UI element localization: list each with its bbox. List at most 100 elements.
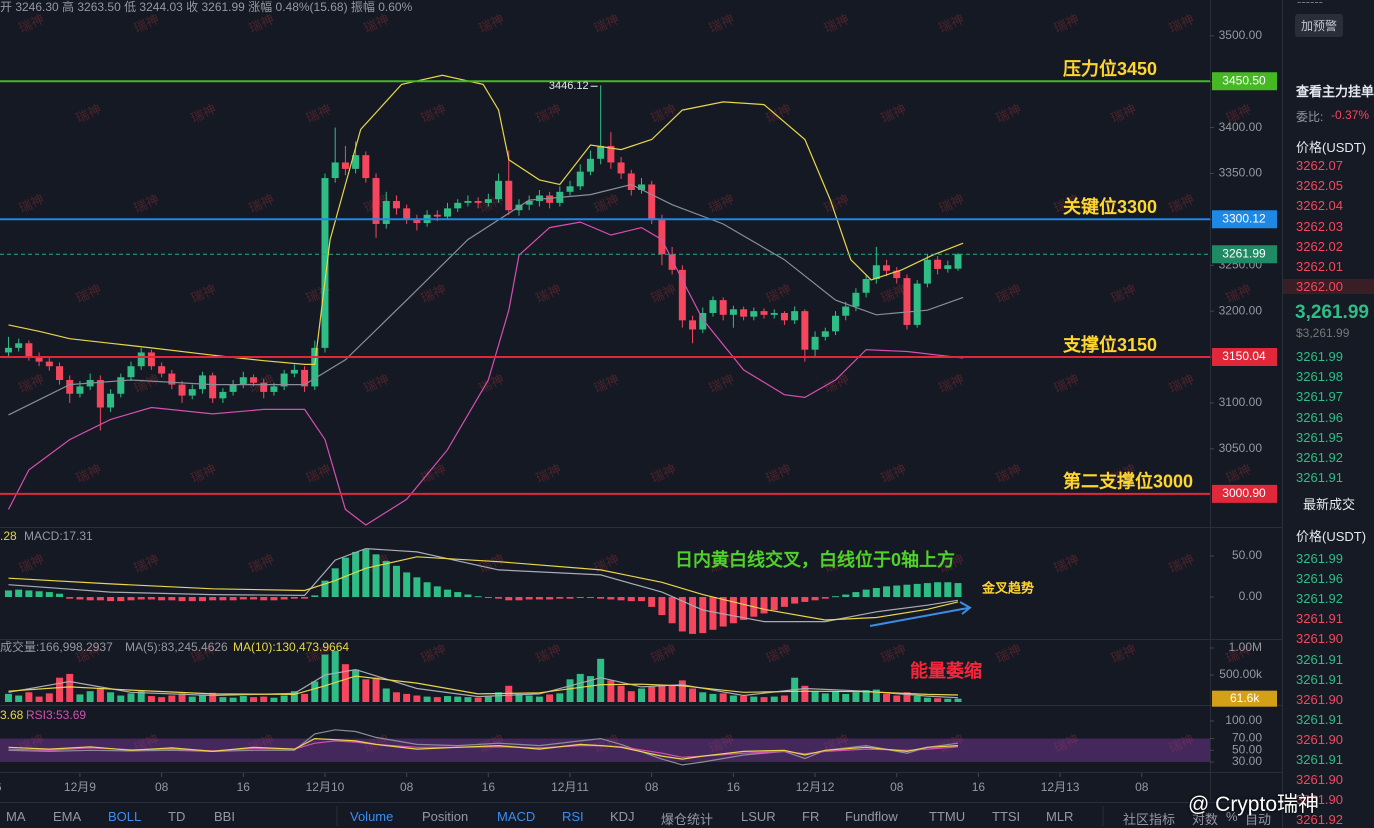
candle-body	[546, 195, 554, 203]
candle-body	[689, 320, 697, 330]
candle-body	[454, 202, 462, 209]
macd-bar	[699, 597, 707, 634]
toolbar-item[interactable]: %	[1226, 809, 1238, 824]
level-label: 第二支撑位3000	[1063, 471, 1193, 492]
candle-body	[883, 265, 891, 271]
toolbar-item[interactable]: Volume	[350, 809, 394, 824]
macd-bar	[15, 589, 23, 598]
volume-bar	[597, 658, 605, 702]
y-tick-label: 70.00	[1232, 731, 1262, 745]
volume-bar	[903, 692, 911, 702]
volume-bar	[740, 696, 748, 702]
x-tick-label: 12月9	[64, 780, 96, 794]
toolbar-item[interactable]: BOLL	[108, 809, 142, 824]
trade-price: 3261.91	[1296, 651, 1343, 667]
toolbar-item[interactable]: TTMU	[929, 809, 966, 824]
candle-body	[352, 155, 360, 169]
candle-body	[648, 184, 656, 220]
volume-bar	[729, 695, 737, 702]
macd-bar	[505, 597, 513, 601]
candle-body	[954, 254, 962, 269]
volume-bar	[474, 697, 482, 702]
candle-body	[923, 259, 931, 284]
trade-price: 3261.91	[1296, 752, 1343, 767]
volume-bar	[15, 695, 23, 702]
alert-button[interactable]: 加预警	[1295, 14, 1344, 37]
macd-bar	[433, 586, 441, 598]
volume-bar	[270, 697, 278, 702]
toolbar-item[interactable]: 对数	[1192, 812, 1219, 827]
y-tick-label: 100.00	[1225, 713, 1262, 727]
volume-bar	[689, 688, 697, 702]
volume-bar	[464, 697, 472, 702]
toolbar-item[interactable]: BBI	[214, 809, 235, 824]
level-label: 压力位3450	[1063, 58, 1157, 79]
bid-price: 3261.92	[1296, 450, 1343, 465]
toolbar-item[interactable]: MACD	[497, 809, 536, 824]
toolbar-item[interactable]: 社区指标	[1123, 812, 1176, 827]
volume-bar	[831, 691, 839, 702]
macd-bar	[576, 597, 584, 599]
toolbar-item[interactable]: 爆仓统计	[661, 812, 714, 827]
candle-body	[903, 278, 911, 325]
candle-body	[893, 270, 901, 279]
candle-body	[96, 379, 104, 408]
indicator-line	[7, 221, 964, 526]
candle-body	[862, 279, 870, 293]
volume-bar	[392, 692, 400, 702]
toolbar-item[interactable]: 自动	[1245, 812, 1272, 827]
macd-bar	[668, 597, 676, 624]
macd-bar	[76, 597, 84, 600]
macd-bar	[341, 557, 349, 598]
macd-bar	[801, 597, 809, 602]
volume-bar	[35, 696, 43, 702]
candle-body	[597, 145, 605, 159]
trade-price: 3261.90	[1296, 772, 1343, 788]
toolbar-item[interactable]: MA	[6, 809, 26, 824]
volume-bar	[852, 692, 860, 702]
ask-price: 3262.05	[1296, 178, 1343, 194]
toolbar-item[interactable]: MLR	[1046, 809, 1074, 824]
candle-body	[566, 186, 574, 192]
main-orders[interactable]: 查看主力挂单	[1296, 84, 1374, 99]
candle-body	[770, 312, 778, 315]
price-header: 价格(USDT)	[1296, 140, 1367, 155]
macd-bar	[658, 597, 666, 616]
trade-price: 3261.90	[1296, 731, 1343, 747]
macd-bar	[893, 585, 901, 598]
toolbar-item[interactable]: EMA	[53, 809, 82, 824]
toolbar-item[interactable]: FR	[802, 809, 820, 824]
toolbar-item[interactable]: LSUR	[741, 809, 776, 824]
toolbar-item[interactable]: Fundflow	[845, 809, 898, 824]
ask-price: 3262.02	[1296, 238, 1343, 254]
macd-bar	[168, 597, 176, 601]
toolbar-item[interactable]: TD	[168, 809, 186, 824]
y-tick-label: 3050.00	[1219, 441, 1263, 455]
macd-bar	[556, 597, 564, 599]
y-tick-label: 3400.00	[1219, 120, 1263, 134]
macd-bar	[239, 597, 247, 600]
toolbar-item[interactable]: KDJ	[610, 809, 635, 824]
macd-bar	[301, 597, 309, 599]
candle-body	[831, 315, 839, 332]
volume-bar	[678, 680, 686, 702]
macd-bar	[86, 597, 94, 601]
candle-body	[535, 195, 543, 202]
volume-bar	[444, 696, 452, 702]
macd-bar	[209, 597, 217, 601]
bid-price: 3261.96	[1296, 409, 1343, 425]
volume-bar	[842, 693, 850, 702]
volume-bar	[331, 650, 339, 702]
macd-bar	[260, 597, 268, 601]
macd-bar	[158, 597, 166, 601]
volume-bar	[321, 654, 329, 702]
toolbar-item[interactable]: TTSI	[992, 809, 1021, 824]
bid-price: 3261.91	[1296, 470, 1343, 486]
volume-bar	[617, 685, 625, 702]
volume-bar	[934, 698, 942, 702]
volume-bar	[627, 691, 635, 702]
volume-bar	[923, 697, 931, 702]
toolbar-item[interactable]: RSI	[562, 809, 584, 824]
toolbar-item[interactable]: Position	[422, 809, 469, 824]
volume-bar	[535, 696, 543, 702]
